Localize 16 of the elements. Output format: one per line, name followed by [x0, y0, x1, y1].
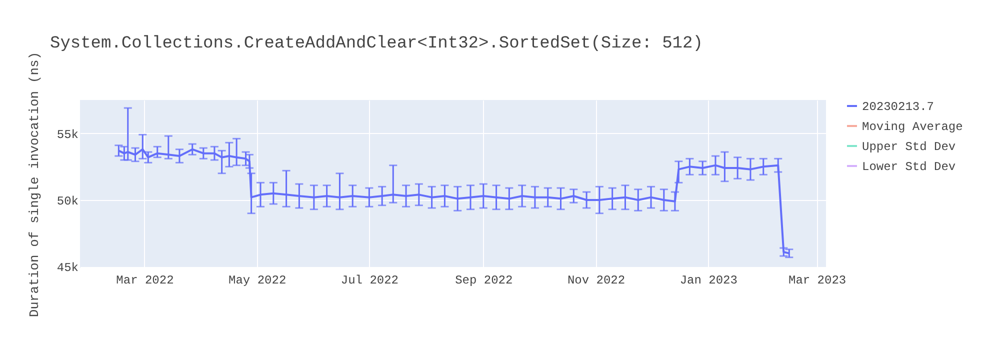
legend-label: Upper Std Dev	[862, 140, 956, 154]
legend-label: Moving Average	[862, 120, 963, 134]
legend-label: 20230213.7	[862, 100, 934, 114]
x-tick-label: Nov 2022	[567, 274, 626, 288]
legend-label: Lower Std Dev	[862, 160, 956, 174]
y-tick-label: 55k	[56, 128, 78, 142]
x-tick-label: May 2022	[228, 274, 286, 288]
x-tick-label: Jul 2022	[340, 274, 398, 288]
y-tick-label: 50k	[56, 194, 78, 208]
x-tick-label: Mar 2022	[116, 274, 174, 288]
x-tick-label: Sep 2022	[455, 274, 513, 288]
y-tick-label: 45k	[56, 261, 78, 276]
y-axis-title: Duration of single invocation (ns)	[26, 52, 42, 318]
x-tick-label: Mar 2023	[788, 274, 846, 288]
chart-title: System.Collections.CreateAddAndClear<Int32>.SortedSet(Size: 512)	[50, 34, 703, 54]
x-tick-label: Jan 2023	[680, 274, 738, 288]
